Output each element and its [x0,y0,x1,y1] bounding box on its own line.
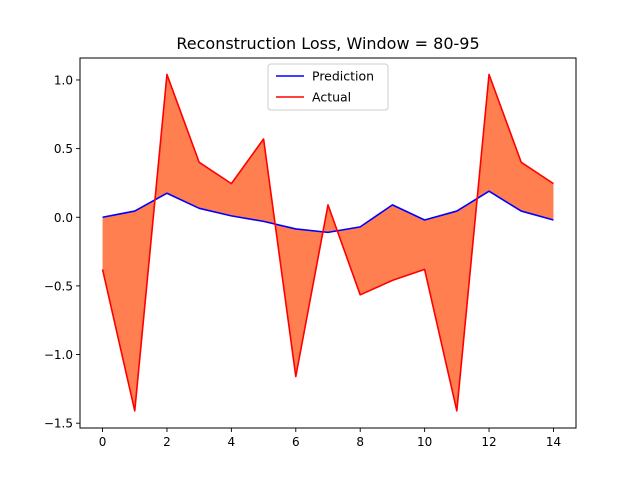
chart-title: Reconstruction Loss, Window = 80-95 [176,34,479,53]
x-tick-label: 4 [228,435,236,449]
y-tick-label: 0.5 [54,142,73,156]
plot-frame [79,57,577,429]
legend-label-prediction: Prediction [312,69,374,84]
y-tick-label: 1.0 [54,73,73,87]
fill-between-region [102,74,554,411]
x-tick-label: 0 [99,435,107,449]
y-tick-label: −1.0 [44,348,73,362]
x-tick-label: 2 [163,435,171,449]
y-tick-label: −0.5 [44,279,73,293]
x-tick-label: 14 [546,435,561,449]
x-tick-label: 10 [417,435,432,449]
x-tick-label: 6 [292,435,300,449]
legend: Prediction Actual [267,63,389,111]
y-axis-ticks: −1.5 −1.0 −0.5 0.0 0.5 1.0 [44,73,80,431]
fill-between-area [102,74,554,411]
y-tick-label: −1.5 [44,417,73,431]
x-axis-ticks: 0 2 4 6 8 10 12 14 [99,428,561,449]
series-lines [101,73,554,412]
y-tick-label: 0.0 [54,211,73,225]
x-tick-label: 12 [481,435,496,449]
legend-label-actual: Actual [312,90,351,105]
series-line-prediction [102,190,554,234]
x-tick-label: 8 [356,435,364,449]
series-line-actual [101,73,554,412]
